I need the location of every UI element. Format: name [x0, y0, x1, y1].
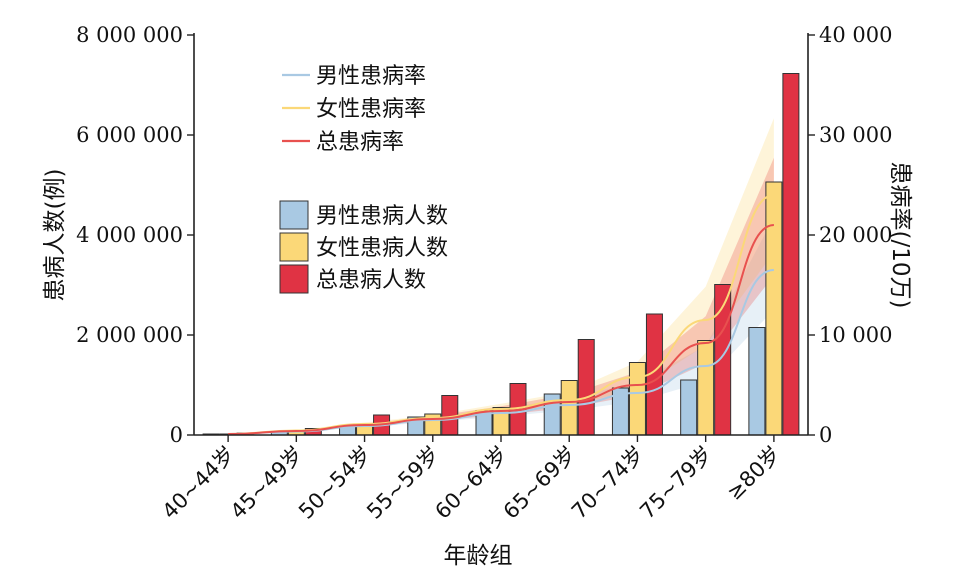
- legend-bar-swatch: [279, 264, 309, 294]
- bar-total: [577, 339, 595, 436]
- legend-bar-swatch: [279, 200, 309, 230]
- bar-male: [748, 327, 766, 436]
- legend-line-label: 男性患病率: [316, 64, 426, 89]
- x-tick-label: 60~64岁: [430, 442, 512, 524]
- y-axis-left-title: 患病人数(例): [42, 169, 68, 302]
- bar-female: [560, 380, 578, 436]
- x-tick-label: 55~59岁: [362, 442, 444, 524]
- y-right-tick-label: 0: [819, 423, 832, 447]
- x-tick-label: 50~54岁: [294, 442, 376, 524]
- legend-line-label: 总患病率: [316, 130, 404, 155]
- legend-bar-label: 总患病人数: [316, 268, 426, 293]
- bar-female: [697, 340, 715, 436]
- x-tick-label: 70~74岁: [567, 442, 649, 524]
- bar-female: [628, 362, 646, 436]
- legend-bar-label: 女性患病人数: [316, 236, 448, 261]
- legend-bar-label: 男性患病人数: [316, 204, 448, 229]
- x-tick-label: 65~69岁: [499, 442, 581, 524]
- bar-female: [765, 181, 783, 436]
- legend-bar-swatch: [279, 232, 309, 262]
- x-tick-label: 45~49岁: [226, 442, 308, 524]
- y-left-tick-label: 2 000 000: [76, 323, 183, 347]
- line-series: [228, 194, 775, 435]
- y-right-tick-label: 10 000: [819, 323, 892, 347]
- y-left-tick-label: 4 000 000: [76, 223, 183, 247]
- y-right-tick-label: 40 000: [819, 23, 892, 47]
- bar-male: [680, 379, 698, 436]
- y-right-tick-label: 20 000: [819, 223, 892, 247]
- x-axis-title: 年龄组: [444, 543, 513, 569]
- y-axis-right-title: 患病率(/10万): [887, 162, 913, 309]
- x-tick-label: ≥80岁: [722, 442, 785, 505]
- line-total-rate: [228, 224, 775, 435]
- legend-line-label: 女性患病率: [316, 97, 426, 122]
- y-left-tick-label: 8 000 000: [76, 23, 183, 47]
- y-left-tick-label: 6 000 000: [76, 123, 183, 147]
- bar-total: [782, 73, 800, 436]
- y-left-tick-label: 0: [170, 423, 183, 447]
- y-right-tick-label: 30 000: [819, 123, 892, 147]
- x-tick-label: 40~44岁: [158, 442, 240, 524]
- x-tick-label: 75~79岁: [635, 442, 717, 524]
